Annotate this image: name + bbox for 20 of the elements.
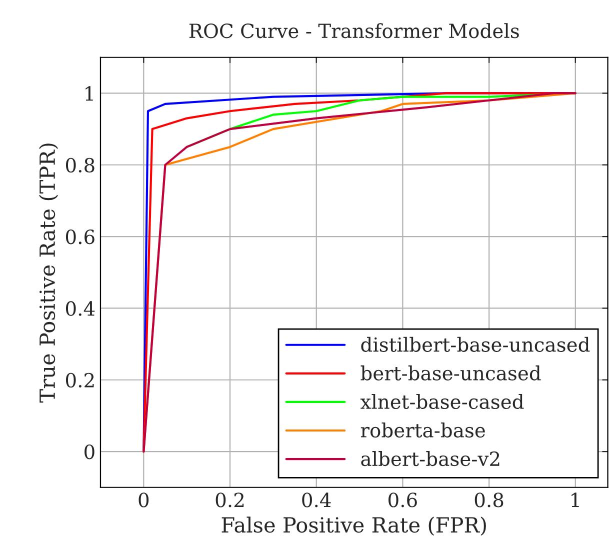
y-tick-label: 0.4 — [66, 301, 95, 316]
x-tick-label: 0.8 — [474, 492, 504, 508]
y-tick-label: 1 — [86, 86, 93, 101]
x-tick-label: 0.6 — [388, 492, 417, 508]
x-tick-label: 1 — [572, 492, 579, 508]
legend-label: xlnet-base-cased — [360, 394, 524, 410]
legend-label: roberta-base — [360, 422, 485, 438]
y-axis-title: True Positive Rate (TPR) — [38, 144, 58, 403]
y-tick-label: 0 — [84, 444, 94, 460]
legend-label: albert-base-v2 — [361, 451, 500, 466]
x-tick-label: 0.2 — [216, 492, 244, 508]
x-tick-label: 0.4 — [302, 492, 331, 508]
chart-title: ROC Curve - Transformer Models — [189, 23, 519, 38]
legend-label: distilbert-base-uncased — [361, 336, 590, 352]
x-tick-label: 0 — [138, 492, 149, 508]
legend-label: bert-base-uncased — [360, 365, 541, 380]
y-tick-label: 0.2 — [66, 372, 94, 388]
y-tick-label: 0.6 — [66, 229, 94, 244]
y-tick-label: 0.8 — [66, 158, 94, 173]
x-axis-title: False Positive Rate (FPR) — [222, 516, 486, 536]
